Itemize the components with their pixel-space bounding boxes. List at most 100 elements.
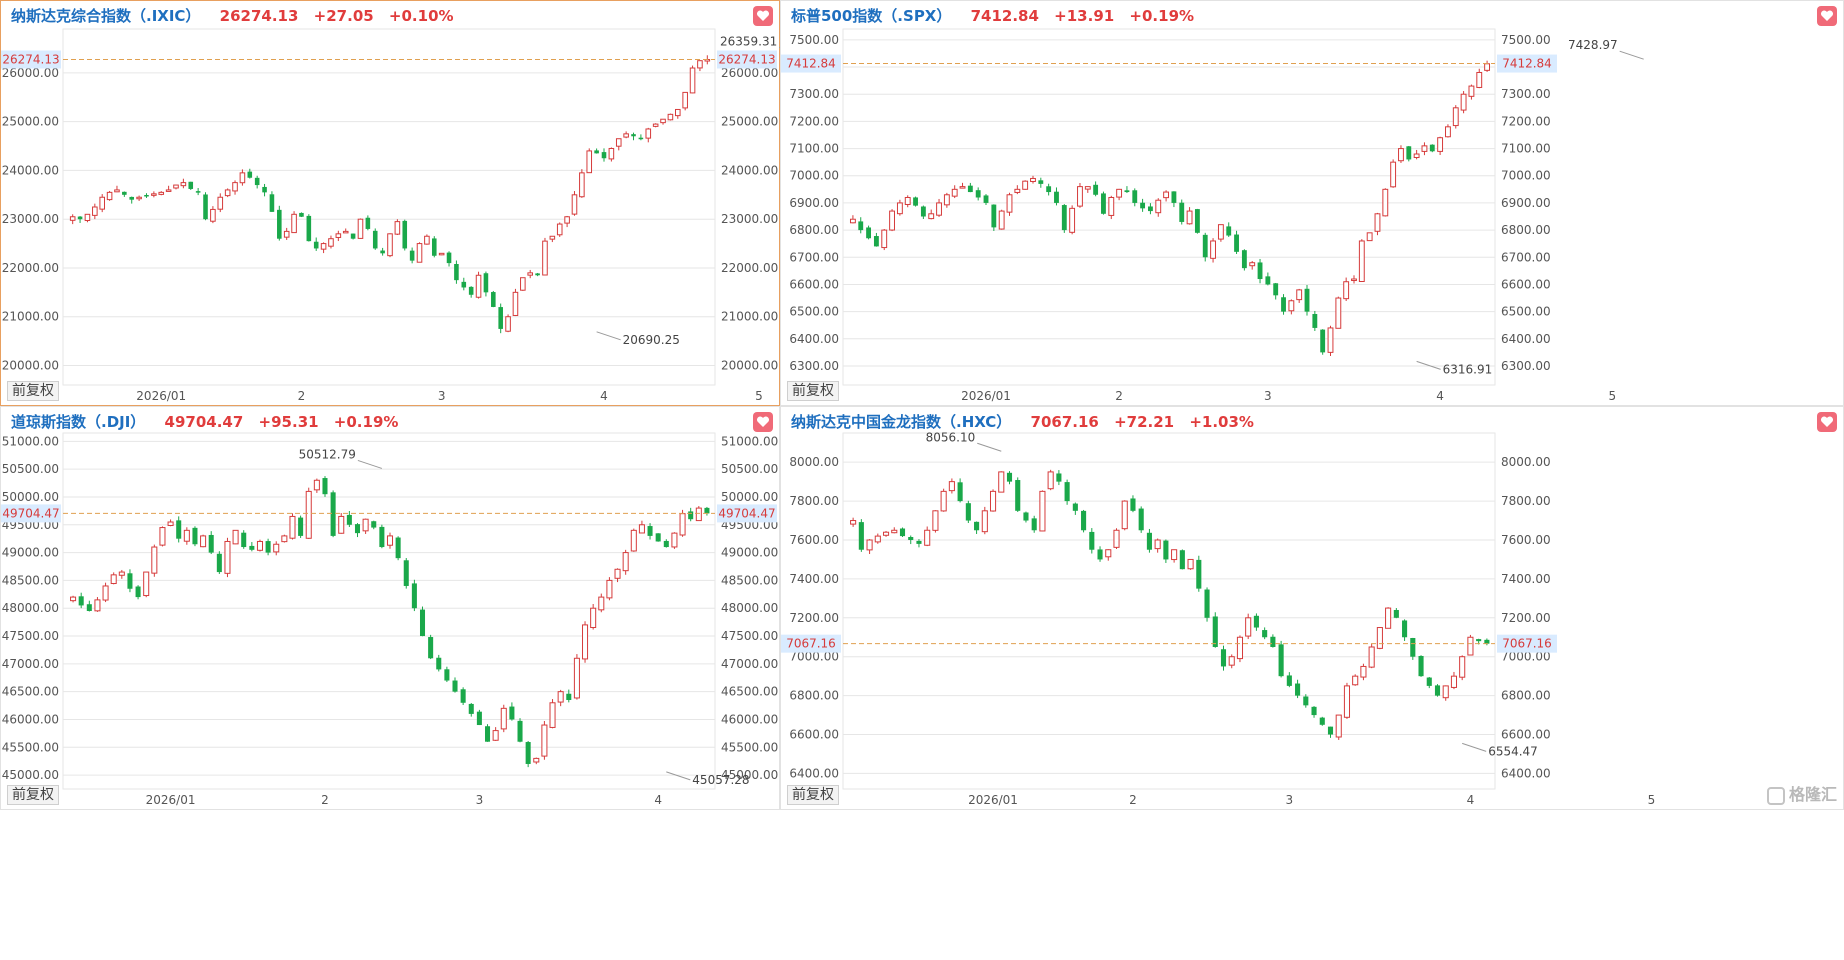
candlestick-chart[interactable]: 6300.00 6300.00 6400.00 6400.00 6500.00 6500.…: [781, 1, 1844, 407]
candle-body: [564, 216, 570, 224]
x-tick-label: 2: [298, 389, 306, 403]
candle-body: [158, 191, 165, 195]
candle-body: [573, 657, 580, 699]
candle-body: [505, 316, 511, 332]
candle-body: [151, 546, 158, 574]
candle-body: [136, 196, 142, 200]
panel-ixic[interactable]: 纳斯达克综合指数（.IXIC） 26274.13 +27.05 +0.10% 2…: [0, 0, 804, 407]
candle-body: [424, 235, 430, 245]
candle-body: [1217, 224, 1224, 240]
candle-body: [512, 291, 519, 316]
favorite-heart-icon[interactable]: [753, 412, 773, 432]
panel-spx[interactable]: 标普500指数（.SPX） 7412.84 +13.91 +0.19% 6300…: [780, 0, 1844, 406]
x-tick-label: 2: [1115, 389, 1123, 403]
candle-body: [1089, 531, 1095, 550]
candle-body: [913, 197, 918, 206]
high-label: 7428.97: [1568, 38, 1618, 52]
x-tick-label: 2026/01: [146, 793, 196, 807]
y-tick-label-right: 50000.00: [721, 490, 778, 504]
plot-area: [62, 28, 716, 386]
favorite-heart-icon[interactable]: [1817, 6, 1837, 26]
low-leader-line: [666, 771, 691, 781]
candle-body: [192, 527, 198, 545]
candle-body: [335, 233, 342, 238]
y-tick-label-left: 21000.00: [2, 310, 59, 324]
candle-body: [974, 521, 980, 531]
candle-body: [1031, 518, 1037, 531]
candle-body: [858, 522, 864, 550]
candle-body: [1113, 529, 1120, 548]
candle-body: [924, 529, 931, 546]
candle-body: [622, 552, 629, 572]
candle-body: [1236, 636, 1244, 660]
adjust-button[interactable]: 前复权: [7, 785, 59, 805]
y-tick-label-right: 6700.00: [1501, 250, 1551, 264]
candle-body: [1327, 327, 1334, 353]
candlestick-chart[interactable]: 45000.00 45000.00 45500.00 45500.00 46000.00…: [1, 407, 833, 811]
candle-body: [330, 492, 336, 536]
candle-body: [102, 585, 109, 601]
candle-body: [1390, 161, 1397, 188]
y-tick-label-right: 6300.00: [1501, 359, 1551, 373]
candle-body: [1124, 190, 1130, 193]
current-price-label-right: 49704.47: [718, 506, 775, 520]
candle-body: [247, 171, 253, 178]
candle-body: [1155, 199, 1162, 214]
candle-body: [1281, 297, 1286, 312]
candle-body: [232, 529, 239, 545]
y-tick-label-left: 7000.00: [789, 169, 839, 183]
candle-body: [313, 241, 319, 249]
candle-body: [217, 196, 224, 210]
candle-body: [704, 507, 710, 514]
candle-body: [671, 532, 678, 548]
candle-body: [346, 514, 352, 525]
candle-body: [1146, 532, 1152, 550]
candle-body: [1476, 71, 1483, 88]
candle-body: [1265, 276, 1271, 285]
candle-body: [1335, 714, 1342, 738]
candle-body: [1360, 665, 1367, 678]
candle-body: [1288, 300, 1295, 312]
candle-body: [549, 235, 556, 240]
candle-body: [239, 172, 246, 184]
y-tick-label-right: 6600.00: [1501, 728, 1551, 742]
candle-body: [454, 264, 459, 281]
y-tick-label-left: 7600.00: [789, 533, 839, 547]
y-tick-label-right: 49000.00: [721, 546, 778, 560]
candle-body: [143, 571, 150, 597]
candle-body: [461, 281, 467, 288]
candle-body: [492, 730, 499, 741]
candle-body: [281, 535, 288, 543]
candlestick-chart[interactable]: 6400.00 6400.00 6600.00 6600.00 6800.00 6800.…: [781, 407, 1844, 811]
panel-title: 纳斯达克综合指数（.IXIC） 26274.13 +27.05 +0.10%: [11, 5, 464, 26]
candle-body: [416, 243, 423, 263]
candle-body: [342, 230, 349, 234]
y-tick-label-right: 26000.00: [721, 66, 778, 80]
candle-body: [446, 252, 452, 264]
candle-body: [365, 217, 371, 229]
candle-body: [1241, 250, 1247, 269]
plot-area: [842, 28, 1496, 386]
adjust-button[interactable]: 前复权: [787, 381, 839, 401]
favorite-heart-icon[interactable]: [753, 6, 773, 26]
candle-body: [1130, 498, 1136, 511]
panel-hxc[interactable]: 纳斯达克中国金龙指数（.HXC） 7067.16 +72.21 +1.03% 6…: [780, 406, 1844, 810]
y-tick-label-left: 7000.00: [789, 650, 839, 664]
y-tick-label-right: 7200.00: [1501, 114, 1551, 128]
y-tick-label-right: 47500.00: [721, 629, 778, 643]
favorite-heart-icon[interactable]: [1817, 412, 1837, 432]
candle-body: [527, 272, 533, 276]
y-tick-label-left: 47000.00: [2, 657, 59, 671]
adjust-button[interactable]: 前复权: [7, 381, 59, 401]
candle-body: [1429, 144, 1435, 152]
candle-body: [468, 286, 474, 295]
panel-dji[interactable]: 道琼斯指数（.DJI） 49704.47 +95.31 +0.19% 45000…: [0, 406, 833, 811]
candle-body: [224, 540, 231, 574]
candle-body: [1186, 210, 1193, 225]
candle-body: [1006, 472, 1013, 482]
candlestick-chart[interactable]: 20000.00 20000.00 21000.00 21000.00 22000.00…: [1, 1, 804, 407]
adjust-button[interactable]: 前复权: [787, 785, 839, 805]
candle-body: [1467, 636, 1474, 656]
candle-body: [460, 689, 466, 703]
candle-body: [419, 609, 426, 637]
